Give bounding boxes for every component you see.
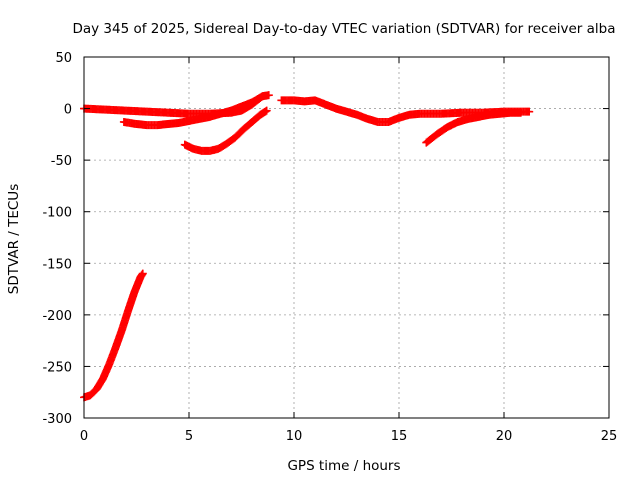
y-tick-label: -300: [42, 412, 72, 427]
x-tick-label: 25: [601, 429, 618, 444]
x-tick-label: 15: [391, 429, 408, 444]
plot-frame: [83, 56, 610, 419]
y-tick-label: -250: [42, 360, 72, 375]
series-arc6: [422, 108, 525, 147]
x-tick-label: 0: [80, 429, 88, 444]
data-points: [80, 91, 534, 402]
y-tick-label: -150: [42, 257, 72, 272]
chart-title: Day 345 of 2025, Sidereal Day-to-day VTE…: [72, 21, 615, 37]
x-axis-label: GPS time / hours: [287, 458, 400, 474]
series-arc3: [119, 92, 267, 130]
data-point: [264, 91, 273, 100]
y-tick-label: 50: [55, 51, 72, 66]
x-tick-label: 20: [496, 429, 513, 444]
axis-ticks: [83, 56, 610, 419]
x-tick-label: 10: [286, 429, 303, 444]
y-tick-label: -50: [51, 154, 72, 169]
y-tick-label: 0: [64, 103, 72, 118]
series-arc1: [80, 269, 147, 402]
data-point: [525, 107, 534, 116]
x-tick-label: 5: [185, 429, 193, 444]
data-point: [516, 108, 525, 117]
data-point: [258, 92, 267, 101]
series-arc4: [180, 106, 271, 155]
data-point: [262, 106, 271, 115]
y-tick-label: -100: [42, 206, 72, 221]
y-tick-label: -200: [42, 309, 72, 324]
y-axis-label: SDTVAR / TECUs: [6, 184, 22, 294]
data-point: [138, 269, 147, 278]
